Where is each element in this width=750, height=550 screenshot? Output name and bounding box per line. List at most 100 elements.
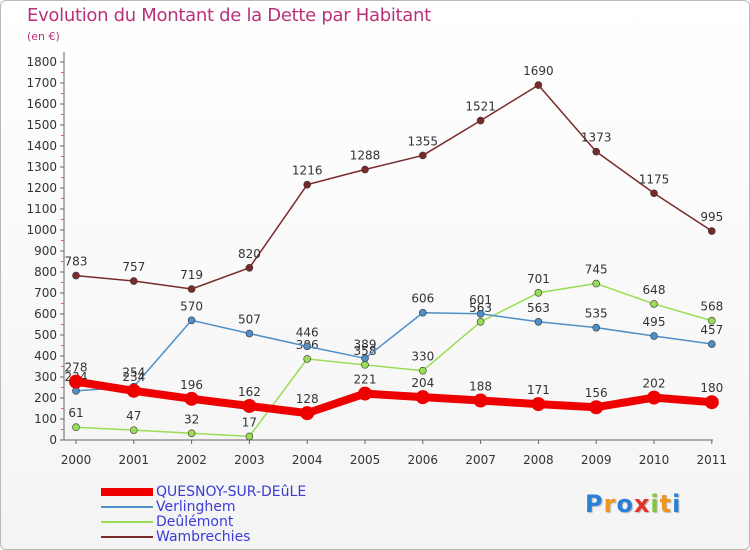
y-tick-label: 200 [34,391,57,405]
data-point [476,116,485,125]
data-label: 204 [411,376,434,390]
series-line-verlinghem [75,311,713,392]
y-tick-label: 1100 [26,202,57,216]
data-label: 221 [354,373,377,387]
data-point [130,277,138,285]
logo-letter: t [659,490,673,518]
data-label: 196 [180,378,203,392]
y-tick-label: 900 [34,244,57,258]
data-label: 188 [469,380,492,394]
legend-swatch [101,506,153,508]
legend-label: Wambrechies [156,529,251,545]
data-point [303,355,312,363]
data-point [361,354,369,363]
y-tick-label: 600 [34,307,57,321]
data-point [242,398,257,413]
data-point [415,390,430,405]
x-tick-label: 2002 [176,453,207,467]
legend-swatch [101,488,153,496]
data-label: 783 [65,255,88,269]
data-label: 995 [700,210,723,224]
logo-letter: o [616,490,634,518]
data-label: 495 [643,315,666,329]
x-tick-label: 2005 [350,453,381,467]
data-label: 278 [65,361,88,375]
legend-swatch [101,536,153,538]
data-point [534,81,543,89]
x-tick-label: 2011 [697,453,728,467]
x-tick-label: 2004 [292,453,323,467]
data-label: 61 [68,406,83,420]
data-label: 1175 [639,172,670,186]
data-label: 1690 [523,64,554,78]
x-tick-label: 2010 [639,453,670,467]
y-tick-label: 0 [49,433,57,447]
x-tick-label: 2003 [234,453,265,467]
y-tick-label: 400 [34,349,57,363]
y-tick-label: 1000 [26,223,57,237]
data-label: 563 [527,301,550,315]
data-point [245,432,254,441]
data-point [72,271,80,280]
data-label: 330 [411,350,434,364]
logo-letter: i [672,490,682,518]
data-point [303,342,312,351]
series-line-wambrechies [75,84,713,290]
data-point [707,340,716,348]
data-point [184,391,199,406]
data-label: 701 [527,272,550,286]
x-tick-label: 2001 [119,453,150,467]
data-point [303,180,312,189]
chart-title: Evolution du Montant de la Dette par Hab… [27,5,431,26]
y-tick-label: 1600 [26,97,57,111]
data-label: 1355 [408,134,439,148]
data-point [592,279,601,288]
data-point [126,383,141,398]
data-point [707,316,716,325]
y-tick-label: 1400 [26,139,57,153]
data-point [534,317,543,326]
y-tick-label: 1700 [26,76,57,90]
y-tick-label: 1200 [26,181,57,195]
data-point [130,426,138,434]
data-label: 820 [238,247,261,261]
data-point [592,323,601,332]
data-label: 757 [122,260,145,274]
data-point [69,374,83,389]
data-point [245,329,254,338]
data-label: 606 [411,292,434,306]
data-label: 507 [238,313,261,327]
series-line-quesnoy-sur-de-le [72,377,716,418]
data-point [187,285,196,293]
data-point [534,288,543,297]
data-label: 234 [122,370,145,384]
data-point [245,263,254,272]
data-point [361,361,369,369]
data-point [647,390,661,405]
x-tick-label: 2000 [61,453,92,467]
legend-label: Verlinghem [156,499,236,515]
data-label: 180 [700,381,723,395]
data-label: 32 [184,412,199,426]
data-label: 17 [242,415,257,429]
y-tick-label: 1800 [26,55,57,69]
logo-letter: i [650,490,660,518]
legend-swatch [101,521,153,523]
data-label: 648 [643,283,666,297]
data-point [592,147,601,156]
y-tick-label: 800 [34,265,57,279]
y-tick-label: 1300 [26,160,57,174]
data-label: 535 [585,307,608,321]
x-tick-label: 2008 [523,453,554,467]
data-label: 745 [585,263,608,277]
data-point [476,309,485,318]
data-point [589,400,604,415]
proxiti-logo: Proxiti [585,490,681,518]
data-point [300,406,315,421]
data-label: 563 [469,301,492,315]
y-tick-label: 100 [34,412,57,426]
y-tick-label: 500 [34,328,57,342]
data-label: 1288 [350,149,381,163]
